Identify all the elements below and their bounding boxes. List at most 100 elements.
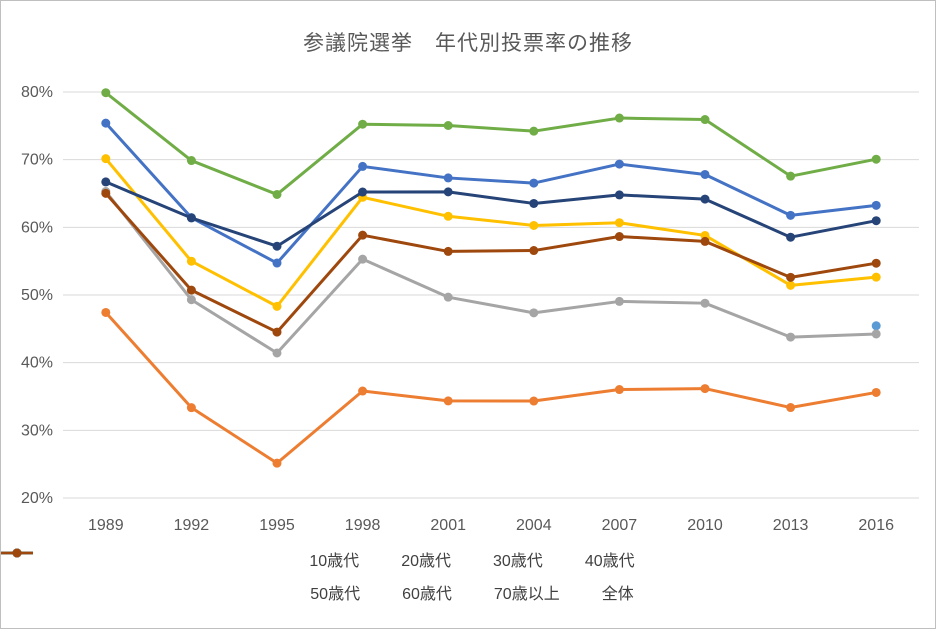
data-point-age70plus [614,190,624,200]
x-axis-tick-label: 2007 [602,517,638,534]
data-point-age60s [186,156,196,166]
data-point-age70plus [186,213,196,223]
data-point-overall [700,236,710,246]
data-point-age40s [529,220,539,230]
data-point-age40s [614,218,624,228]
x-axis-tick-label: 2001 [430,517,466,534]
data-point-age20s [529,396,539,406]
x-axis-tick-label: 2013 [773,517,809,534]
data-point-overall [529,246,539,256]
data-point-age30s [871,329,881,339]
y-axis-tick-label: 30% [21,422,53,439]
data-point-overall [186,285,196,295]
data-point-age40s [272,301,282,311]
data-point-age20s [786,403,796,413]
legend-label: 70歳以上 [493,586,560,603]
x-axis-tick-label: 1998 [345,517,381,534]
data-point-age70plus [443,187,453,197]
legend-item-age10s: 10歳代 [1,547,360,571]
data-point-age20s [700,384,710,394]
data-point-age20s [614,385,624,395]
legend-item-overall: 全体 [1,548,634,604]
data-point-age20s [272,458,282,468]
data-point-age30s [443,292,453,302]
data-point-age60s [443,120,453,130]
data-point-age60s [614,113,624,123]
legend-label: 20歳代 [401,553,451,570]
legend-label: 30歳代 [493,553,543,570]
chart-title: 参議院選挙 年代別投票率の推移 [303,32,633,55]
data-point-age20s [101,307,111,317]
series-line-overall [104,191,878,334]
data-point-overall [786,272,796,282]
series-line-age20s [104,310,878,465]
legend-item-age30s: 30歳代 [1,547,543,571]
data-point-age40s [443,211,453,221]
x-axis-tick-label: 2016 [858,517,894,534]
legend-label: 全体 [601,586,634,603]
series-line-age60s [104,91,878,196]
data-point-age20s [358,386,368,396]
data-point-overall [272,327,282,337]
x-axis-tick-label: 2010 [687,517,723,534]
data-point-age20s [871,387,881,397]
legend-item-age40s: 40歳代 [1,547,635,571]
data-point-age50s [358,161,368,171]
y-axis-tick-label: 20% [21,490,53,507]
legend-row-1: 10歳代 20歳代 30歳代 40歳代 [1,547,651,571]
legend-label: 10歳代 [309,553,360,570]
data-point-age10s [871,321,881,331]
data-point-age60s [871,154,881,164]
data-point-age30s [272,348,282,358]
series-line-age30s [104,190,878,355]
data-point-age60s [700,115,710,125]
chart-legend: 10歳代 20歳代 30歳代 40歳代 50歳代 60歳代 70歳以上 全体 [1,547,935,604]
data-point-age70plus [871,216,881,226]
x-axis-tick-label: 1995 [259,517,295,534]
data-point-overall [871,258,881,268]
data-point-age50s [443,173,453,183]
data-point-age30s [614,296,624,306]
legend-row-2: 50歳代 60歳代 70歳以上 全体 [1,548,650,604]
legend-item-age50s: 50歳代 [1,548,361,604]
data-point-age40s [871,272,881,282]
legend-marker-icon [1,548,33,558]
series-line-age70plus [104,180,878,248]
y-axis-tick-label: 40% [21,355,53,372]
x-axis-tick-label: 1992 [174,517,210,534]
data-point-age30s [358,254,368,264]
legend-item-age20s: 20歳代 [1,547,451,571]
data-point-overall [101,188,111,198]
data-point-age20s [443,396,453,406]
data-point-age70plus [700,194,710,204]
series-line-age50s [104,121,878,265]
data-point-age30s [786,332,796,342]
data-point-age50s [614,159,624,169]
data-point-age60s [786,171,796,181]
data-point-age40s [186,256,196,266]
legend-label: 50歳代 [310,586,361,603]
data-point-overall [614,232,624,242]
data-point-age60s [101,88,111,98]
legend-item-age70plus: 70歳以上 [1,548,560,604]
data-point-age40s [786,280,796,290]
legend-item-age60s: 60歳代 [1,548,452,604]
data-point-age70plus [272,241,282,251]
data-point-overall [443,246,453,256]
data-point-age50s [272,258,282,268]
data-point-age70plus [529,198,539,208]
data-point-age60s [358,119,368,129]
data-point-age30s [529,308,539,318]
data-point-age40s [101,154,111,164]
y-axis-tick-label: 70% [21,152,53,169]
data-point-overall [358,230,368,240]
data-point-age60s [272,189,282,199]
x-axis-tick-label: 2004 [516,517,552,534]
legend-label: 60歳代 [402,586,452,603]
data-point-age20s [186,403,196,413]
data-point-age50s [786,210,796,220]
legend-marker-dot [12,548,22,558]
data-point-age30s [700,298,710,308]
